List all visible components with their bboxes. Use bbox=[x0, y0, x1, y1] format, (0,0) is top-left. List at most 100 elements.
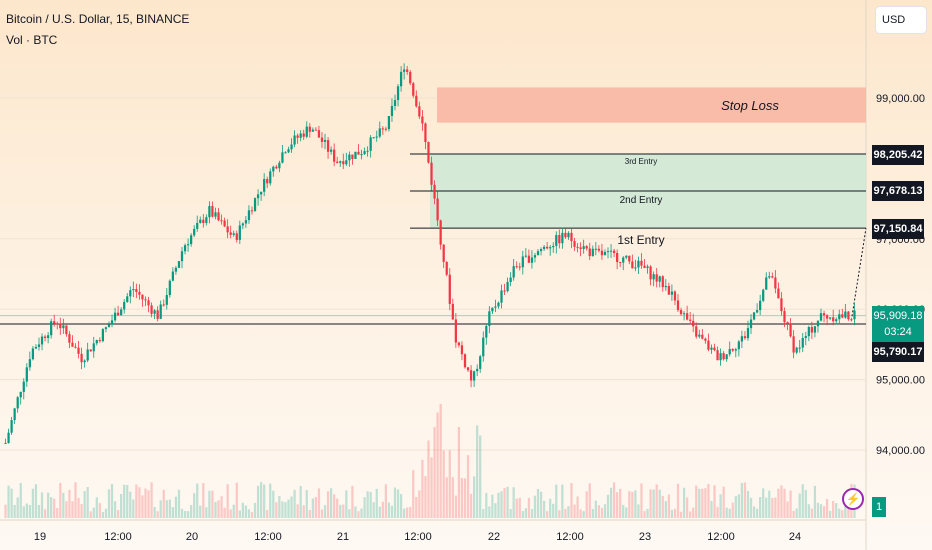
candle-body bbox=[479, 356, 482, 369]
volume-bar bbox=[655, 484, 658, 518]
candle-body bbox=[689, 319, 692, 321]
candle-body bbox=[77, 347, 80, 354]
candle-body bbox=[631, 261, 634, 269]
volume-bar bbox=[238, 510, 241, 518]
volume-bar bbox=[479, 435, 482, 518]
volume-bar bbox=[807, 504, 810, 518]
volume-bar bbox=[585, 491, 588, 518]
candle-body bbox=[825, 315, 829, 319]
candle-body bbox=[132, 289, 135, 291]
volume-bar bbox=[132, 499, 135, 518]
volume-bar bbox=[95, 497, 98, 518]
candle-body bbox=[524, 255, 527, 257]
candle-body bbox=[469, 370, 473, 381]
volume-bar bbox=[369, 492, 372, 518]
candle-body bbox=[533, 255, 537, 258]
candle-body bbox=[473, 371, 476, 381]
candle-body bbox=[503, 290, 506, 292]
candle-body bbox=[521, 256, 524, 268]
volume-bar bbox=[260, 482, 263, 518]
candle-body bbox=[798, 347, 801, 349]
bar-count-badge: 1 bbox=[872, 497, 886, 517]
candle-body bbox=[485, 325, 488, 338]
volume-bar bbox=[789, 490, 792, 518]
volume-bar bbox=[512, 487, 515, 518]
volume-bar bbox=[305, 490, 308, 518]
currency-button[interactable]: USD bbox=[876, 7, 926, 33]
candle-body bbox=[202, 219, 205, 224]
candle-body bbox=[628, 255, 631, 262]
volume-bar bbox=[737, 494, 740, 518]
volume-bar bbox=[689, 511, 692, 518]
volume-indicator-label[interactable]: Vol · BTC bbox=[6, 33, 58, 47]
symbol-title: Bitcoin / U.S. Dollar, 15, BINANCE bbox=[6, 12, 190, 26]
candle-body bbox=[4, 442, 7, 444]
candle-body bbox=[740, 336, 744, 342]
candle-body bbox=[80, 353, 83, 363]
volume-bar bbox=[816, 502, 820, 518]
candle-body bbox=[19, 391, 22, 398]
volume-bar bbox=[701, 488, 704, 518]
volume-bar bbox=[217, 500, 220, 518]
volume-bar bbox=[774, 497, 777, 518]
volume-bar bbox=[409, 507, 412, 518]
volume-bar bbox=[777, 488, 780, 518]
volume-bar bbox=[333, 494, 336, 518]
candle-body bbox=[536, 251, 540, 256]
volume-bar bbox=[174, 496, 178, 518]
volume-bar bbox=[120, 493, 123, 518]
entry-2-label: 2nd Entry bbox=[620, 195, 663, 206]
volume-bar bbox=[786, 501, 789, 518]
volume-bar bbox=[412, 470, 415, 518]
candle-body bbox=[92, 343, 95, 352]
candle-body bbox=[822, 313, 826, 316]
time-axis-label: 23 bbox=[639, 531, 651, 543]
volume-bar bbox=[451, 477, 454, 518]
volume-bar bbox=[317, 488, 321, 518]
candle-body bbox=[162, 304, 165, 306]
volume-bar bbox=[34, 484, 38, 518]
candle-body bbox=[768, 276, 771, 278]
volume-bar bbox=[220, 496, 223, 518]
time-axis-label: 24 bbox=[789, 531, 801, 543]
volume-bar bbox=[591, 508, 594, 518]
volume-bar bbox=[235, 482, 238, 518]
candle-body bbox=[13, 408, 16, 421]
volume-bar bbox=[582, 511, 585, 518]
volume-bar bbox=[62, 492, 65, 518]
volume-bar bbox=[50, 497, 53, 518]
candle-body bbox=[409, 71, 412, 84]
volume-bar bbox=[783, 488, 786, 518]
candle-body bbox=[433, 184, 436, 199]
candle-body bbox=[460, 345, 464, 355]
volume-bar bbox=[798, 493, 801, 518]
volume-bar bbox=[244, 505, 248, 518]
volume-bar bbox=[421, 459, 424, 518]
candle-body bbox=[351, 154, 354, 159]
candle-body bbox=[138, 291, 141, 295]
volume-bar bbox=[171, 507, 174, 518]
volume-bar bbox=[445, 477, 448, 518]
volume-bar bbox=[144, 488, 147, 518]
volume-bar bbox=[503, 488, 506, 518]
volume-bar bbox=[314, 497, 318, 518]
candle-body bbox=[454, 319, 457, 343]
candle-body bbox=[777, 288, 780, 299]
lightning-icon[interactable]: ⚡ bbox=[842, 488, 864, 510]
volume-bar bbox=[600, 507, 604, 518]
time-axis-label: 12:00 bbox=[104, 531, 132, 543]
candle-body bbox=[28, 359, 31, 368]
volume-bar bbox=[652, 489, 655, 518]
volume-bar bbox=[637, 504, 640, 518]
candle-body bbox=[539, 249, 543, 252]
candle-body bbox=[110, 320, 114, 325]
volume-bar bbox=[266, 510, 269, 518]
candle-body bbox=[448, 274, 451, 304]
volume-bar bbox=[442, 450, 445, 518]
candle-body bbox=[664, 285, 667, 288]
candle-body bbox=[196, 222, 199, 229]
volume-bar bbox=[436, 412, 439, 518]
volume-bar bbox=[847, 507, 850, 518]
candle-body bbox=[418, 106, 421, 117]
